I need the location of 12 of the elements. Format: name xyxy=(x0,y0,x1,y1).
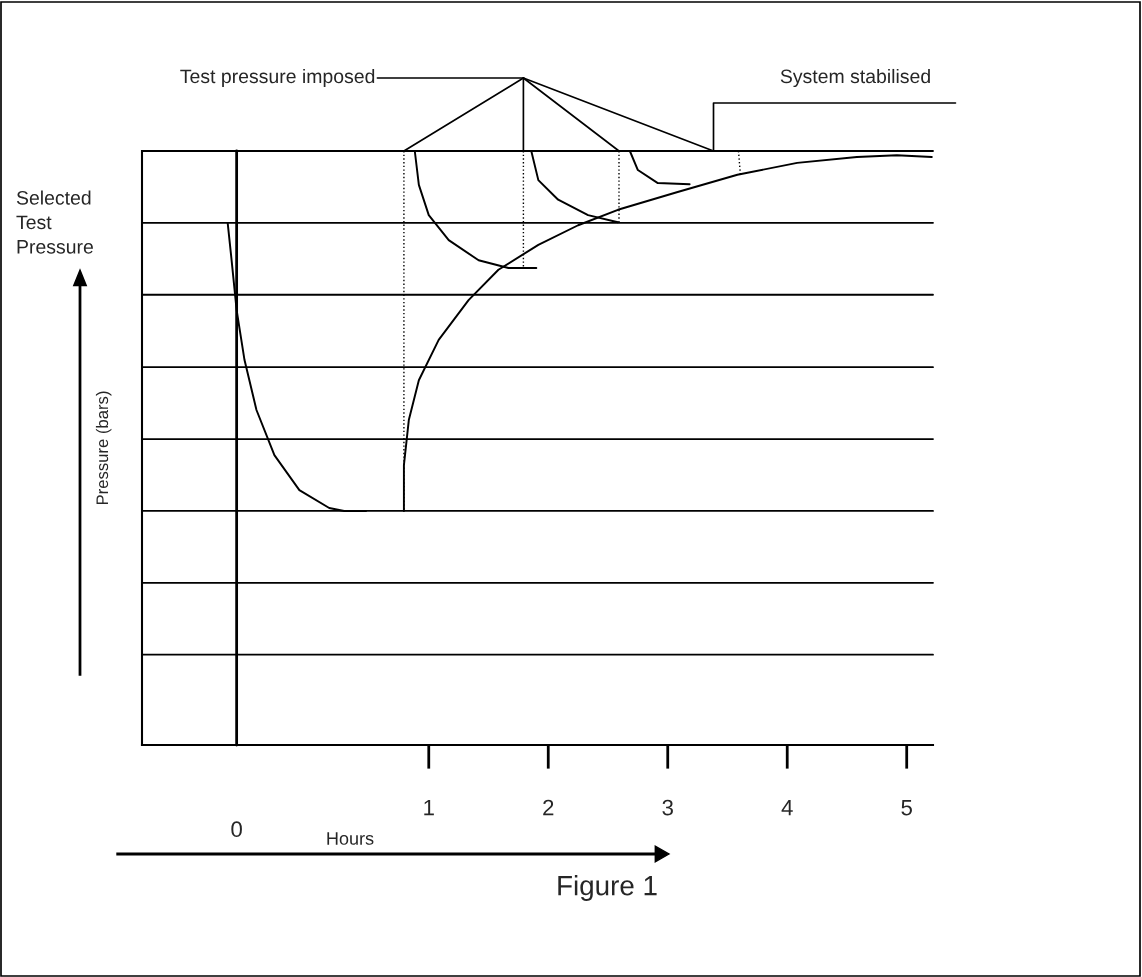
text: Figure 1 xyxy=(558,875,657,901)
y-axis-title: Pressure (bars) xyxy=(95,391,112,505)
x-axis-title: Hours xyxy=(327,832,374,845)
x-tick-label: 3 xyxy=(662,799,673,816)
text: Selected Test Pressure xyxy=(16,190,93,254)
text: Test pressure imposed xyxy=(180,68,375,88)
x-tick-label: 1 xyxy=(424,799,434,816)
x-tick-label: 5 xyxy=(901,799,912,816)
x-tick-label: 2 xyxy=(543,799,554,816)
text: 0 xyxy=(231,821,242,838)
x-tick-label: 4 xyxy=(781,799,793,816)
annotation: System stabilised xyxy=(780,68,930,88)
